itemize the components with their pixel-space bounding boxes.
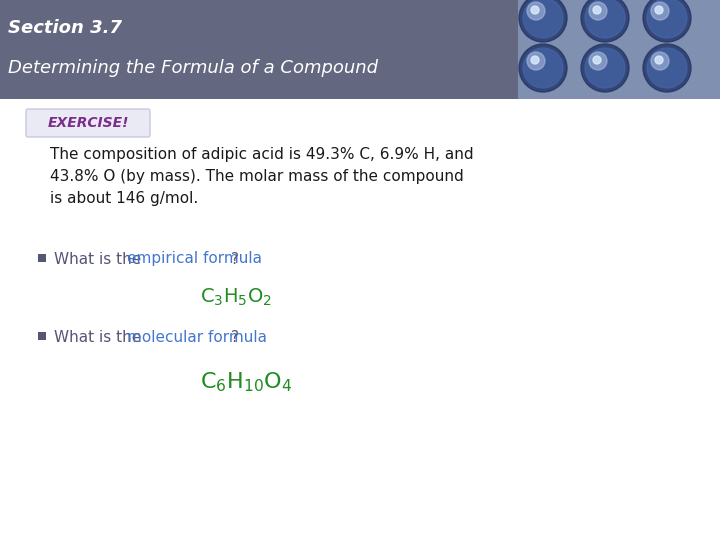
Circle shape — [527, 2, 545, 20]
Circle shape — [589, 2, 607, 20]
Circle shape — [585, 0, 625, 38]
Text: $\mathregular{C_6H_{10}O_4}$: $\mathregular{C_6H_{10}O_4}$ — [200, 370, 292, 394]
Circle shape — [531, 56, 539, 64]
Circle shape — [651, 2, 669, 20]
Text: What is the: What is the — [54, 252, 146, 267]
Text: 43.8% O (by mass). The molar mass of the compound: 43.8% O (by mass). The molar mass of the… — [50, 168, 464, 184]
Circle shape — [523, 0, 563, 38]
Circle shape — [581, 44, 629, 92]
Circle shape — [647, 48, 687, 88]
Bar — [0, 0, 720, 99]
Circle shape — [589, 52, 607, 70]
Text: EXERCISE!: EXERCISE! — [48, 116, 129, 130]
Text: What is the: What is the — [54, 329, 146, 345]
Circle shape — [585, 48, 625, 88]
Circle shape — [527, 52, 545, 70]
Circle shape — [593, 6, 601, 14]
Text: The composition of adipic acid is 49.3% C, 6.9% H, and: The composition of adipic acid is 49.3% … — [50, 146, 474, 161]
Circle shape — [647, 0, 687, 38]
Text: ?: ? — [231, 252, 239, 267]
Text: Determining the Formula of a Compound: Determining the Formula of a Compound — [8, 59, 378, 77]
FancyBboxPatch shape — [26, 109, 150, 137]
Text: $\mathregular{C_3H_5O_2}$: $\mathregular{C_3H_5O_2}$ — [200, 286, 272, 308]
Circle shape — [531, 6, 539, 14]
Circle shape — [581, 0, 629, 42]
Bar — [518, 0, 720, 99]
Text: What is the empirical formula: What is the empirical formula — [54, 252, 281, 267]
Circle shape — [643, 0, 691, 42]
Circle shape — [523, 48, 563, 88]
Circle shape — [643, 44, 691, 92]
Bar — [38, 332, 46, 340]
Circle shape — [651, 52, 669, 70]
Circle shape — [655, 56, 663, 64]
Bar — [38, 254, 46, 262]
Text: ?: ? — [231, 329, 239, 345]
Text: Section 3.7: Section 3.7 — [8, 19, 122, 37]
Text: molecular formula: molecular formula — [127, 329, 267, 345]
Circle shape — [519, 0, 567, 42]
Circle shape — [519, 44, 567, 92]
Text: empirical formula: empirical formula — [127, 252, 262, 267]
Circle shape — [593, 56, 601, 64]
Text: is about 146 g/mol.: is about 146 g/mol. — [50, 191, 198, 206]
Circle shape — [655, 6, 663, 14]
